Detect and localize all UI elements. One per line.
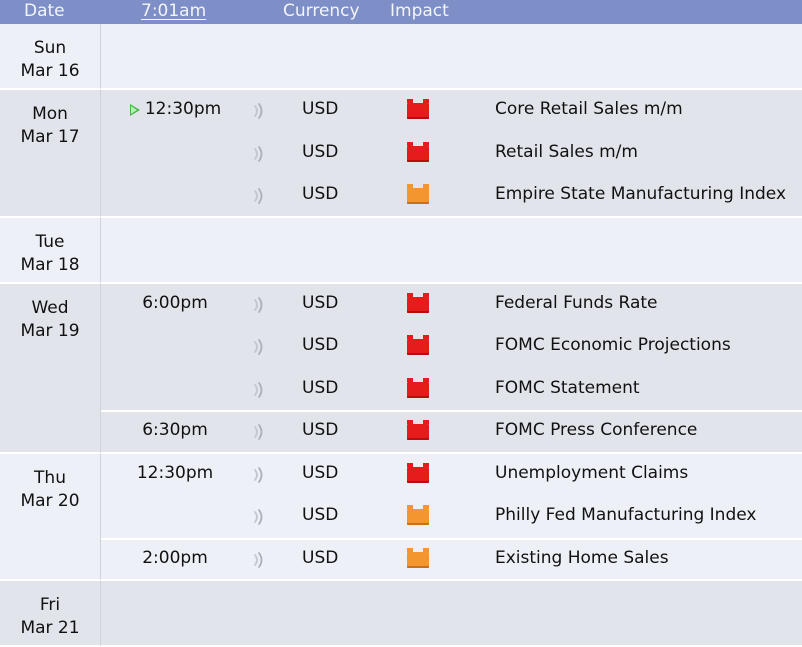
day-date: Mar 17 [20,127,80,147]
event-row[interactable]: 6:00pm USD Federal Funds Rate [101,284,802,327]
high-impact-folder-icon[interactable] [407,99,429,119]
event-details-icon[interactable] [252,466,268,484]
event-title[interactable]: Core Retail Sales m/m [495,99,683,119]
day-cell-thu: Thu Mar 20 [0,453,101,581]
event-currency: USD [302,547,339,568]
next-event-play-icon [130,104,140,116]
day-events-block [101,24,802,90]
high-impact-folder-icon[interactable] [407,141,429,162]
event-row[interactable]: 6:30pm USD FOMC Press Conference [101,410,802,454]
event-details-icon[interactable] [252,102,268,120]
day-cell-tue: Tue Mar 18 [0,217,101,284]
high-impact-folder-icon[interactable] [407,462,429,483]
event-title[interactable]: Existing Home Sales [495,547,669,568]
event-title[interactable]: FOMC Press Conference [495,420,698,440]
event-time: 12:30pm [144,99,222,119]
day-events-block [101,581,802,647]
day-of-week: Sun [33,38,67,58]
time-group-divider [101,410,802,412]
day-of-week: Tue [35,231,65,252]
day-events-block: 6:00pm USD Federal Funds Rate USD FOMC Econo… [101,283,802,454]
day-cell-mon: Mon Mar 17 [0,90,101,218]
event-row[interactable]: 2:00pm USD Existing Home Sales [101,537,802,582]
event-currency: USD [302,292,339,313]
event-currency: USD [302,99,339,119]
event-row[interactable]: USD FOMC Economic Projections [101,326,802,369]
event-currency: USD [302,377,339,398]
event-title[interactable]: Unemployment Claims [495,462,689,483]
event-details-icon[interactable] [252,187,268,205]
event-details-icon[interactable] [252,381,268,399]
event-time: 6:30pm [142,420,208,440]
event-row[interactable]: USD Philly Fed Manufacturing Index [101,496,802,539]
day-of-week: Wed [31,297,69,318]
time-group-divider [101,537,802,540]
day-events-block [101,217,802,284]
event-row[interactable]: 12:30pm USD Unemployment Claims [101,454,802,497]
header-date: Date [24,1,65,21]
day-date: Mar 16 [20,61,80,81]
event-time: 6:00pm [142,292,208,313]
event-title[interactable]: FOMC Economic Projections [495,335,731,355]
event-row[interactable]: USD Empire State Manufacturing Index [101,175,802,218]
event-currency: USD [302,420,339,440]
high-impact-folder-icon[interactable] [407,377,429,398]
event-details-icon[interactable] [252,338,268,356]
high-impact-folder-icon[interactable] [407,420,429,440]
header-current-time-link[interactable]: 7:01am [141,1,207,21]
event-row[interactable]: USD FOMC Statement [101,369,802,412]
event-currency: USD [302,184,339,204]
day-date: Mar 19 [20,320,80,341]
event-title[interactable]: FOMC Statement [495,377,640,398]
event-time: 2:00pm [142,547,208,568]
event-details-icon[interactable] [252,296,268,314]
event-details-icon[interactable] [252,423,268,441]
event-currency: USD [302,335,339,355]
high-impact-folder-icon[interactable] [407,292,429,313]
event-title[interactable]: Empire State Manufacturing Index [495,184,787,204]
event-details-icon[interactable] [252,145,268,163]
day-date: Mar 21 [20,618,80,638]
day-of-week: Fri [39,595,61,615]
day-cell-wed: Wed Mar 19 [0,283,101,454]
day-of-week: Mon [32,104,68,124]
day-date: Mar 18 [20,254,80,275]
header-currency: Currency [283,1,360,21]
high-impact-folder-icon[interactable] [407,335,429,355]
medium-impact-folder-icon[interactable] [407,505,429,525]
day-date: Mar 20 [20,490,80,511]
medium-impact-folder-icon[interactable] [407,547,429,568]
event-details-icon[interactable] [252,551,268,569]
event-title[interactable]: Federal Funds Rate [495,292,658,313]
event-title[interactable]: Philly Fed Manufacturing Index [495,505,757,525]
event-details-icon[interactable] [252,508,268,526]
event-time: 12:30pm [136,462,214,483]
calendar-header: Date 7:01am Currency Impact [0,0,802,24]
event-currency: USD [302,141,339,162]
event-row[interactable]: 12:30pm USD Core Retail Sales m/m [101,90,802,133]
header-impact: Impact [390,1,449,21]
day-events-block: 12:30pm USD Unemployment Claims USD Philly F… [101,453,802,582]
event-currency: USD [302,462,339,483]
event-title[interactable]: Retail Sales m/m [495,141,638,162]
medium-impact-folder-icon[interactable] [407,184,429,204]
events-list: 12:30pm USD Core Retail Sales m/m USD Retail… [101,24,802,647]
day-cell-fri: Fri Mar 21 [0,581,101,647]
event-row[interactable]: USD Retail Sales m/m [101,133,802,176]
event-currency: USD [302,505,339,525]
day-cell-sun: Sun Mar 16 [0,24,101,90]
date-column: Sun Mar 16 Mon Mar 17 Tue Mar 18 Wed Mar 19 Thu M… [0,24,101,647]
day-events-block: 12:30pm USD Core Retail Sales m/m USD Retail… [101,90,802,218]
day-of-week: Thu [34,467,66,488]
